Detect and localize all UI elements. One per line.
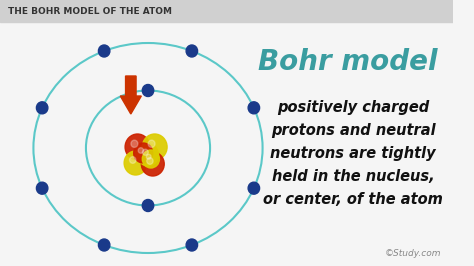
Circle shape	[147, 158, 153, 164]
Bar	[0, 0, 453, 22]
Circle shape	[99, 239, 110, 251]
Circle shape	[141, 152, 164, 176]
Circle shape	[129, 157, 136, 163]
Circle shape	[248, 102, 260, 114]
Circle shape	[124, 151, 147, 175]
Circle shape	[137, 144, 158, 166]
Circle shape	[186, 45, 198, 57]
Text: neutrons are tightly: neutrons are tightly	[271, 146, 436, 161]
Circle shape	[138, 148, 144, 153]
Circle shape	[146, 154, 151, 159]
Circle shape	[142, 200, 154, 211]
FancyArrow shape	[120, 76, 141, 114]
Circle shape	[131, 140, 138, 147]
Circle shape	[125, 134, 150, 160]
Text: or center, of the atom: or center, of the atom	[264, 192, 443, 207]
Text: held in the nucleus,: held in the nucleus,	[272, 169, 435, 184]
Circle shape	[186, 239, 198, 251]
Text: Bohr model: Bohr model	[258, 48, 438, 76]
Text: protons and neutral: protons and neutral	[271, 123, 436, 138]
Circle shape	[142, 150, 159, 168]
Circle shape	[134, 143, 153, 163]
Circle shape	[99, 45, 110, 57]
Text: ©Study.com: ©Study.com	[384, 249, 441, 258]
Circle shape	[142, 134, 167, 160]
Circle shape	[36, 102, 48, 114]
Text: THE BOHR MODEL OF THE ATOM: THE BOHR MODEL OF THE ATOM	[8, 6, 172, 15]
Circle shape	[142, 85, 154, 97]
Circle shape	[142, 149, 148, 155]
Circle shape	[248, 182, 260, 194]
Circle shape	[36, 182, 48, 194]
Circle shape	[148, 140, 155, 147]
Text: positively charged: positively charged	[277, 100, 429, 115]
